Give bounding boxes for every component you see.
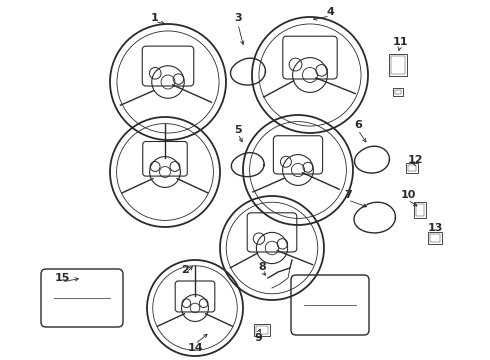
Bar bbox=[395, 90, 401, 94]
Text: 12: 12 bbox=[407, 155, 423, 165]
Bar bbox=[256, 326, 268, 334]
Bar bbox=[430, 234, 440, 242]
Text: 1: 1 bbox=[151, 13, 159, 23]
Text: 9: 9 bbox=[254, 333, 262, 343]
Bar bbox=[408, 165, 416, 171]
Text: 11: 11 bbox=[392, 37, 408, 47]
Text: 13: 13 bbox=[427, 223, 442, 233]
Text: 4: 4 bbox=[326, 7, 334, 17]
Bar bbox=[416, 204, 424, 216]
Text: 15: 15 bbox=[54, 273, 70, 283]
Bar bbox=[391, 56, 405, 74]
Text: 10: 10 bbox=[400, 190, 416, 200]
Text: 7: 7 bbox=[344, 190, 352, 200]
Bar bbox=[254, 324, 270, 336]
Bar bbox=[406, 163, 418, 173]
Text: 5: 5 bbox=[234, 125, 242, 135]
Text: 8: 8 bbox=[258, 262, 266, 272]
Text: 3: 3 bbox=[234, 13, 242, 23]
Bar bbox=[414, 202, 426, 218]
Text: 6: 6 bbox=[354, 120, 362, 130]
Bar bbox=[428, 232, 442, 244]
Bar bbox=[389, 54, 407, 76]
Text: 2: 2 bbox=[181, 265, 189, 275]
Bar bbox=[393, 88, 403, 96]
Text: 14: 14 bbox=[187, 343, 203, 353]
